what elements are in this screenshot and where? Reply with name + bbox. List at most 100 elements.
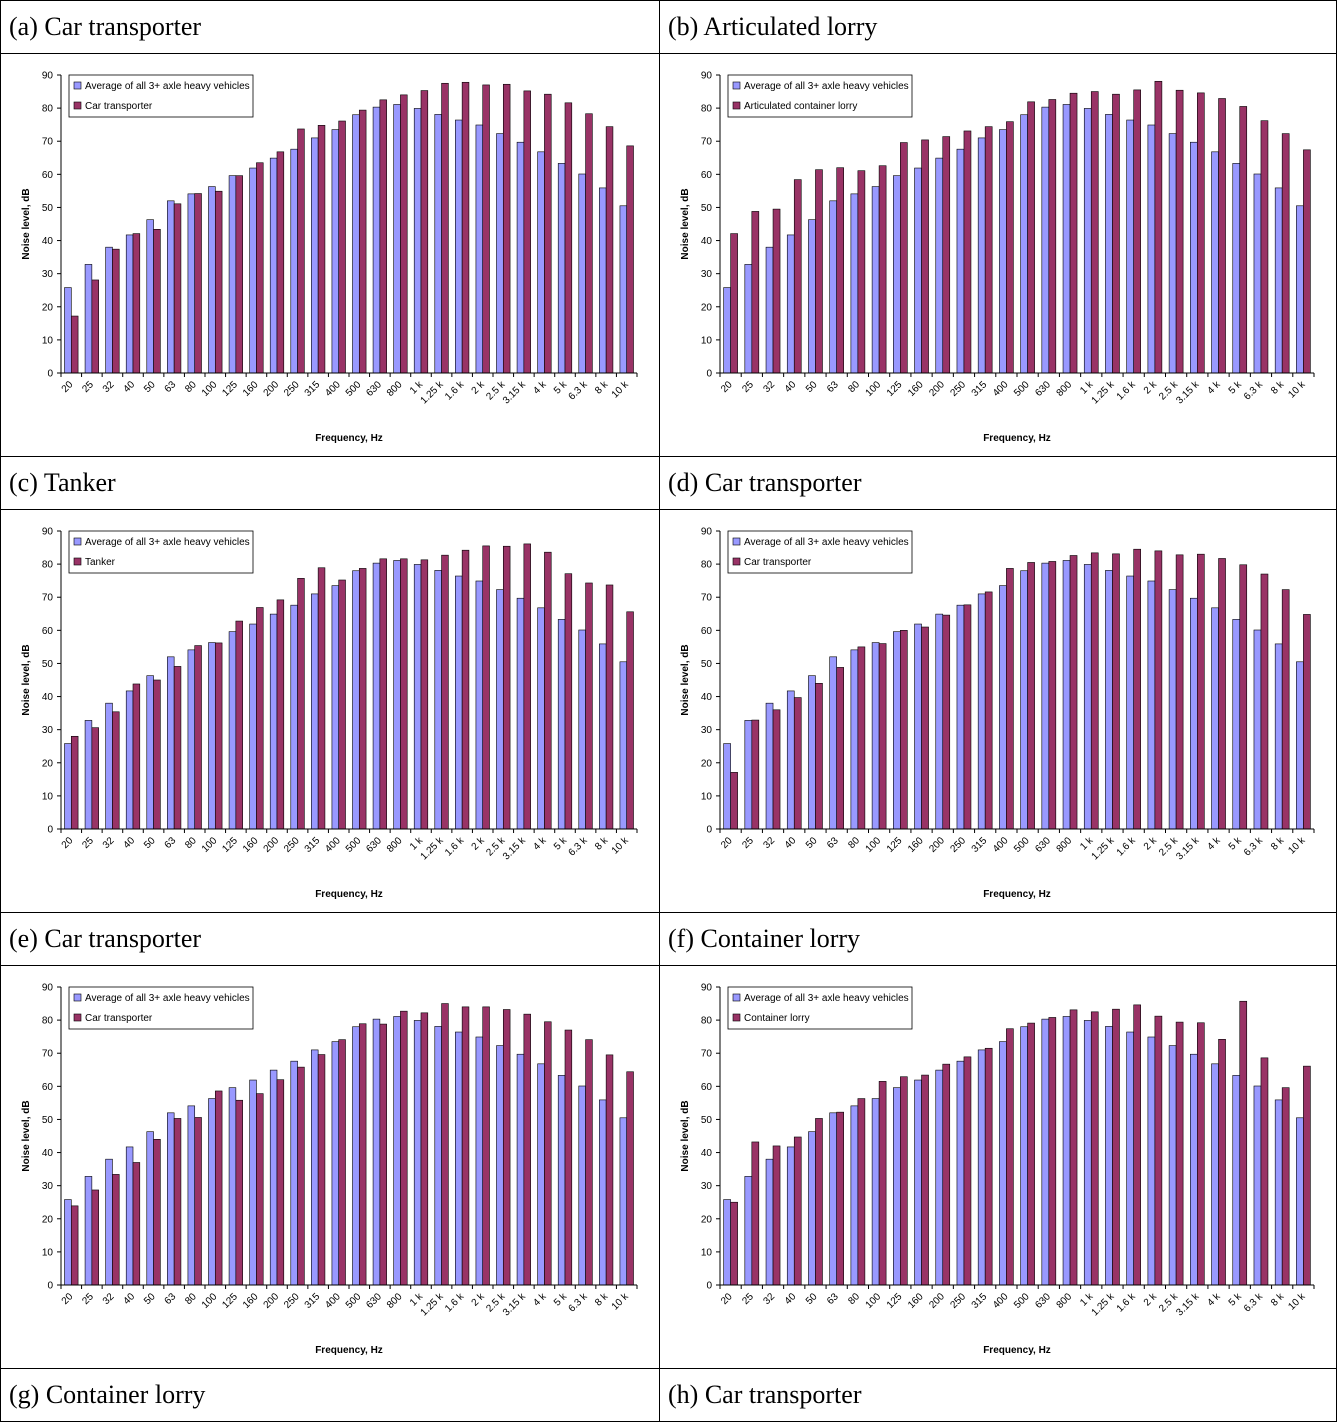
bar-average — [557, 163, 566, 374]
x-tick-label: 315 — [970, 379, 990, 399]
x-tick-label: 10 k — [1286, 1291, 1308, 1313]
x-axis-title: Frequency, Hz — [983, 1345, 1051, 1356]
x-tick-label: 200 — [262, 835, 282, 855]
x-tick-label: 315 — [303, 835, 323, 855]
x-tick-label: 400 — [991, 835, 1011, 855]
bar-average — [167, 1112, 175, 1286]
bar-average — [1083, 564, 1092, 830]
y-tick-label: 10 — [42, 791, 54, 802]
panel-caption: (d) Car transporter — [668, 468, 862, 497]
bar-vehicle — [1069, 92, 1078, 374]
bar-vehicle — [857, 170, 866, 374]
bar-vehicle — [502, 83, 511, 374]
bar-average — [1126, 119, 1134, 374]
x-tick-label: 20 — [719, 379, 735, 395]
bar-average — [1211, 607, 1219, 830]
x-tick-label: 1.6 k — [443, 1291, 467, 1315]
bar-vehicle — [626, 1071, 634, 1286]
bar-vehicle — [921, 626, 929, 830]
bar-average — [744, 264, 753, 374]
y-tick-label: 30 — [42, 269, 54, 280]
bar-vehicle — [1239, 106, 1248, 374]
x-tick-label: 10 k — [610, 835, 632, 857]
bar-average — [1062, 104, 1071, 374]
y-axis-title: Noise level, dB — [680, 644, 691, 715]
x-tick-label: 3.15 k — [501, 1291, 529, 1319]
bar-average — [744, 720, 753, 830]
x-tick-label: 160 — [906, 379, 926, 399]
x-tick-label: 3.15 k — [501, 379, 529, 407]
x-tick-label: 315 — [303, 379, 323, 399]
bar-average — [1126, 1031, 1134, 1286]
x-tick-label: 20 — [60, 1291, 76, 1307]
bars-group — [64, 543, 634, 830]
bar-vehicle — [921, 1074, 929, 1286]
bar-average — [1168, 589, 1177, 830]
bar-vehicle — [605, 1054, 614, 1286]
y-axis-title: Noise level, dB — [680, 188, 691, 259]
bar-average — [935, 157, 944, 374]
bar-vehicle — [523, 1013, 531, 1286]
bar-vehicle — [173, 1118, 182, 1286]
panel-caption: (a) Car transporter — [9, 12, 202, 41]
bar-average — [331, 129, 340, 374]
x-tick-label: 200 — [927, 835, 947, 855]
bar-average — [84, 264, 93, 374]
bar-average — [578, 1085, 586, 1286]
bar-average — [871, 642, 880, 830]
bar-vehicle — [564, 1029, 573, 1286]
x-tick-label: 200 — [262, 379, 282, 399]
y-tick-label: 80 — [701, 1016, 713, 1027]
y-tick-label: 80 — [701, 104, 713, 115]
bar-average — [146, 1131, 154, 1286]
panel-caption: (c) Tanker — [9, 468, 116, 497]
x-tick-label: 400 — [991, 1291, 1011, 1311]
bar-average — [64, 743, 72, 830]
bar-vehicle — [1133, 89, 1141, 374]
x-tick-label: 200 — [927, 379, 947, 399]
bar-vehicle — [878, 165, 887, 374]
bar-average — [516, 141, 525, 374]
bar-vehicle — [1281, 1087, 1290, 1286]
legend-box — [727, 74, 913, 118]
bar-average — [1105, 114, 1113, 374]
bar-vehicle — [1133, 548, 1141, 830]
x-tick-label: 160 — [906, 835, 926, 855]
legend-swatch — [73, 993, 82, 1002]
y-tick-label: 20 — [701, 1214, 713, 1225]
bar-average — [1147, 1036, 1156, 1286]
x-tick-label: 125 — [885, 1291, 905, 1311]
bar-vehicle — [1027, 562, 1035, 830]
bar-average — [1041, 562, 1050, 830]
x-tick-label: 50 — [804, 379, 820, 395]
y-tick-label: 10 — [701, 1247, 713, 1258]
bar-average — [1274, 1099, 1283, 1286]
bar-vehicle — [1260, 573, 1269, 830]
x-tick-label: 1.25 k — [419, 835, 447, 863]
bar-average — [249, 623, 257, 830]
bar-average — [475, 1036, 484, 1286]
bar-vehicle — [1006, 1028, 1014, 1286]
y-tick-label: 80 — [42, 104, 54, 115]
bar-vehicle — [900, 630, 908, 830]
bar-average — [455, 575, 463, 830]
bar-vehicle — [1197, 553, 1205, 830]
bar-vehicle — [523, 90, 531, 374]
bar-average — [1168, 133, 1177, 374]
bar-average — [578, 173, 586, 374]
bar-average — [393, 1016, 401, 1286]
bar-average — [1274, 187, 1283, 374]
bar-vehicle — [793, 697, 802, 830]
bar-average — [935, 1069, 944, 1286]
bar-vehicle — [878, 1081, 887, 1286]
x-tick-label: 100 — [864, 379, 884, 399]
x-tick-label: 4 k — [531, 1291, 549, 1309]
bar-vehicle — [1006, 568, 1014, 830]
x-axis-title: Frequency, Hz — [983, 889, 1051, 900]
bar-vehicle — [857, 1098, 866, 1286]
x-tick-label: 4 k — [531, 835, 549, 853]
legend-label: Average of all 3+ axle heavy vehicles — [85, 81, 250, 92]
y-tick-label: 60 — [42, 170, 54, 181]
x-tick-label: 32 — [101, 379, 117, 395]
